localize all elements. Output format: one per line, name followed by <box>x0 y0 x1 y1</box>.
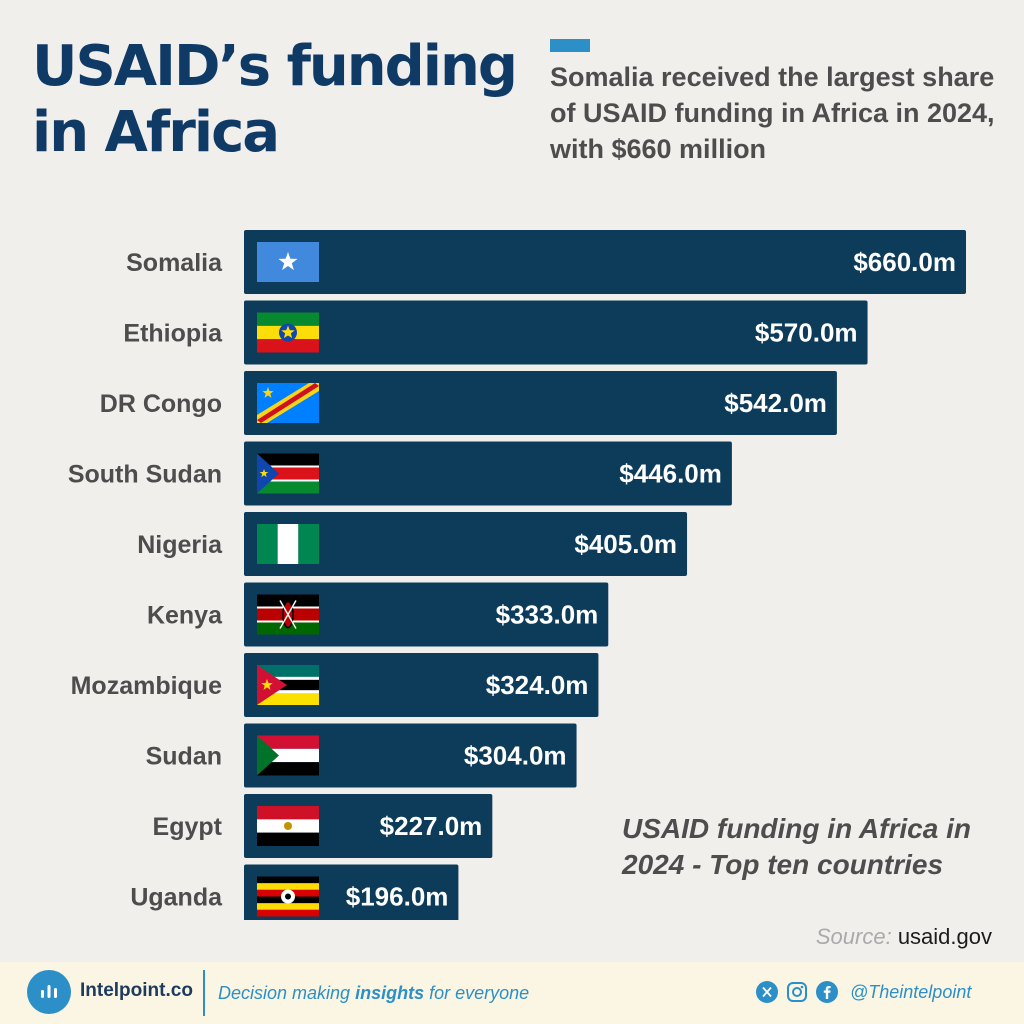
bar <box>244 371 837 435</box>
category-label: Sudan <box>146 743 222 771</box>
value-label: $227.0m <box>380 811 483 841</box>
facebook-icon[interactable] <box>816 981 838 1003</box>
category-label: Ethiopia <box>123 320 223 348</box>
tagline-start: Decision making <box>218 983 351 1003</box>
nigeria-flag <box>257 524 319 564</box>
bar-row: Nigeria $405.0m <box>137 512 688 576</box>
bar <box>244 441 732 506</box>
kenya-flag <box>257 594 319 635</box>
bar <box>244 723 577 788</box>
instagram-icon[interactable] <box>786 981 808 1003</box>
bar <box>244 300 868 365</box>
bar-row: DR Congo $542.0m <box>100 371 837 435</box>
accent-bar <box>550 39 590 52</box>
tagline: Decision making insights for everyone <box>218 983 529 1004</box>
page-title: USAID’s funding in Africa <box>32 34 518 165</box>
mozambique-flag <box>257 665 319 705</box>
source-credit: Source: usaid.gov <box>816 924 992 950</box>
brand-name: Intelpoint.co <box>80 980 193 1001</box>
category-label: Egypt <box>153 813 223 841</box>
category-label: Uganda <box>130 884 223 912</box>
value-label: $304.0m <box>464 741 567 771</box>
bar <box>244 653 599 717</box>
sudan-flag <box>257 735 319 776</box>
bar-row: South Sudan $446.0m <box>68 441 732 506</box>
category-label: Mozambique <box>71 672 222 700</box>
category-label: Nigeria <box>137 531 223 559</box>
category-label: South Sudan <box>68 461 222 489</box>
social-links: @Theintelpoint <box>756 979 971 1005</box>
bar-row: Somalia $660.0m <box>126 230 966 294</box>
source-label: Source: <box>815 924 892 949</box>
south-sudan-flag <box>257 453 319 494</box>
bar-row: Egypt $227.0m <box>153 794 493 858</box>
value-label: $405.0m <box>574 529 677 559</box>
egypt-flag <box>257 806 319 846</box>
category-label: Kenya <box>147 602 223 630</box>
tagline-end: for everyone <box>429 983 530 1003</box>
dr-congo-flag <box>257 383 319 423</box>
logo <box>27 970 71 1014</box>
category-label: Somalia <box>126 249 223 277</box>
bar-row: Kenya $333.0m <box>147 582 609 647</box>
footer: Intelpoint.co Decision making insights f… <box>0 962 1024 1024</box>
uganda-flag <box>257 876 319 917</box>
value-label: $324.0m <box>486 670 589 700</box>
value-label: $570.0m <box>755 318 858 348</box>
bar-row: Uganda $196.0m <box>130 864 459 920</box>
value-label: $446.0m <box>619 459 722 489</box>
bar <box>244 230 966 294</box>
bar <box>244 512 688 576</box>
chart-title: USAID funding in Africa in 2024 - Top te… <box>622 813 971 880</box>
somalia-flag <box>257 242 319 282</box>
value-label: $333.0m <box>496 600 599 630</box>
social-handle[interactable]: @Theintelpoint <box>850 981 972 1002</box>
bar-row: Ethiopia $570.0m <box>123 300 868 365</box>
tagline-bold: insights <box>355 983 425 1003</box>
bar-row: Mozambique $324.0m <box>71 653 599 717</box>
x-icon[interactable] <box>756 981 778 1003</box>
logo-bars-icon <box>41 985 57 998</box>
bar-chart: Somalia $660.0m Ethiopia $570.0m DR Congo $54… <box>68 230 966 920</box>
source-value: usaid.gov <box>897 924 992 949</box>
value-label: $660.0m <box>853 247 956 277</box>
value-label: $542.0m <box>724 388 827 418</box>
category-label: DR Congo <box>100 390 222 418</box>
footer-divider <box>203 970 205 1016</box>
bar-row: Sudan $304.0m <box>146 723 577 788</box>
subtitle: Somalia received the largest share of US… <box>550 62 995 164</box>
value-label: $196.0m <box>346 882 449 912</box>
ethiopia-flag <box>257 312 319 353</box>
bar <box>244 582 609 647</box>
